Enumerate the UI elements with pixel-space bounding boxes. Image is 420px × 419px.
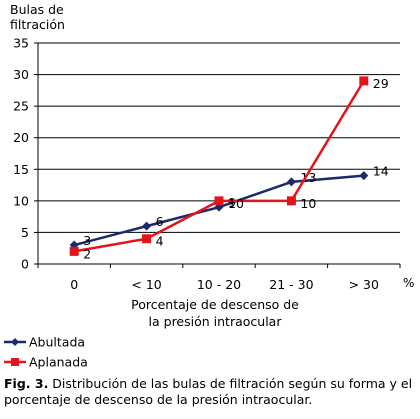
y-axis-title-line2: filtración <box>10 17 65 32</box>
data-label: 9 <box>228 195 236 210</box>
y-tick-label: 5 <box>21 225 29 240</box>
series-aplanada: 2 4 10 10 29 <box>69 76 389 261</box>
figure-caption: Fig. 3. Distribución de las bulas de fil… <box>4 376 418 408</box>
data-label: 14 <box>373 164 389 179</box>
legend: Abultada Aplanada <box>4 335 88 370</box>
data-point <box>142 221 152 231</box>
data-point <box>359 76 369 86</box>
y-axis-title-line1: Bulas de <box>10 2 64 17</box>
y-tick-label: 10 <box>13 193 29 208</box>
data-point <box>214 196 224 206</box>
legend-marker <box>11 338 19 346</box>
data-label: 10 <box>300 196 316 211</box>
data-point <box>286 196 296 206</box>
caption-label: Fig. 3. <box>4 376 49 391</box>
data-point <box>69 246 79 256</box>
y-tick-label: 20 <box>13 130 29 145</box>
legend-marker <box>11 358 19 366</box>
axes <box>37 43 400 265</box>
y-tick-label: 30 <box>13 67 29 82</box>
data-label: 3 <box>83 233 91 248</box>
x-tick-label: 21 - 30 <box>269 277 313 292</box>
data-label: 29 <box>373 76 389 91</box>
data-point <box>359 171 369 181</box>
x-tick-label: < 10 <box>131 277 161 292</box>
data-point <box>286 177 296 187</box>
legend-label: Abultada <box>29 335 85 350</box>
data-label: 4 <box>156 234 164 249</box>
legend-item-aplanada: Aplanada <box>4 355 88 370</box>
x-tick-label: 0 <box>70 277 78 292</box>
data-label: 2 <box>83 246 91 261</box>
gridlines <box>38 42 400 233</box>
data-label: 10 <box>228 196 244 211</box>
x-axis-title-line1: Porcentaje de descenso de <box>131 297 299 312</box>
caption-text: Distribución de las bulas de filtración … <box>4 376 413 407</box>
y-tick-label: 35 <box>13 36 29 51</box>
legend-item-abultada: Abultada <box>4 335 85 350</box>
x-axis-unit: % <box>403 276 414 290</box>
legend-label: Aplanada <box>29 355 88 370</box>
y-tick-label: 15 <box>13 162 29 177</box>
x-tick-label: 10 - 20 <box>197 277 241 292</box>
data-point <box>142 234 152 244</box>
y-tick-label: 25 <box>13 99 29 114</box>
x-tick-label: > 30 <box>349 277 379 292</box>
data-label: 6 <box>156 214 164 229</box>
y-tick-label: 0 <box>21 257 29 272</box>
x-axis-title-line2: la presión intraocular <box>149 314 283 329</box>
